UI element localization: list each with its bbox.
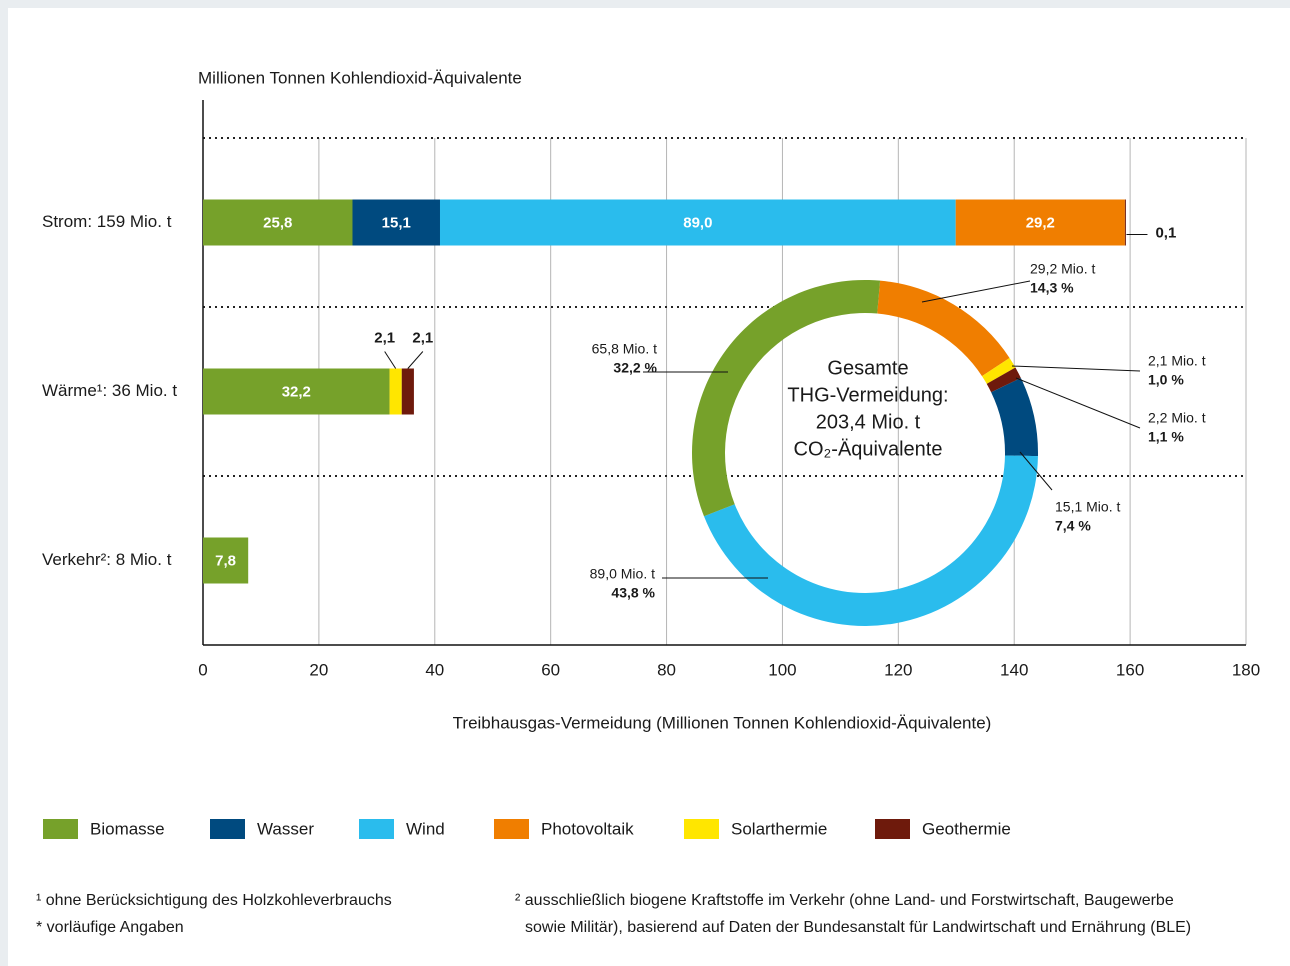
legend-label: Photovoltaik [541, 819, 634, 838]
slice-value-label: 89,0 Mio. t [590, 566, 655, 582]
bar-segment [203, 368, 390, 415]
x-tick-label: 0 [198, 660, 207, 679]
donut-slice [703, 455, 1038, 626]
slice-percent-label: 7,4 % [1055, 518, 1091, 534]
slice-percent-label: 14,3 % [1030, 280, 1074, 296]
legend-swatch [875, 819, 910, 839]
donut-slice [986, 367, 1021, 393]
leader-line [921, 280, 1031, 303]
legend-label: Wasser [257, 819, 314, 838]
footnote: ¹ ohne Berücksichtigung des Holzkohlever… [36, 892, 392, 909]
value-label: 15,1 [382, 214, 411, 231]
bar-segment [203, 537, 249, 584]
bar-segment [203, 199, 353, 246]
value-label: 0,1 [1155, 224, 1176, 241]
donut-slice [981, 357, 1016, 384]
axis-unit-title: Millionen Tonnen Kohlendioxid-Äquivalent… [198, 68, 522, 87]
value-label: 7,8 [215, 552, 236, 569]
slice-value-label: 29,2 Mio. t [1030, 261, 1095, 277]
x-tick-label: 140 [1000, 660, 1028, 679]
legend-swatch [210, 819, 245, 839]
legend-label: Biomasse [90, 819, 165, 838]
leader-line [1015, 377, 1141, 429]
x-tick-label: 180 [1232, 660, 1260, 679]
bar-segment [1124, 199, 1126, 246]
y-tick-label: Strom: 159 Mio. t [42, 212, 172, 231]
bar-segment [389, 368, 402, 415]
slice-value-label: 15,1 Mio. t [1055, 499, 1120, 515]
leader-line [384, 351, 397, 369]
slice-value-label: 65,8 Mio. t [592, 341, 657, 357]
value-label: 2,1 [412, 329, 433, 346]
x-tick-label: 160 [1116, 660, 1144, 679]
slice-percent-label: 1,0 % [1148, 372, 1184, 388]
y-tick-label: Verkehr²: 8 Mio. t [42, 550, 172, 569]
footnote: sowie Militär), basierend auf Daten der … [525, 919, 1191, 936]
legend-label: Wind [406, 819, 445, 838]
legend-swatch [684, 819, 719, 839]
footnote: ² ausschließlich biogene Kraftstoffe im … [515, 892, 1174, 909]
legend-swatch [359, 819, 394, 839]
bar-segment [955, 199, 1125, 246]
center-text: CO₂-Äquivalente [794, 438, 943, 460]
x-axis-label: Treibhausgas-Vermeidung (Millionen Tonne… [453, 713, 992, 732]
value-label: 32,2 [282, 383, 311, 400]
x-tick-label: 100 [768, 660, 796, 679]
footnote: * vorläufige Angaben [36, 919, 184, 936]
x-tick-label: 20 [309, 660, 328, 679]
bar-segment [352, 199, 440, 246]
value-label: 2,1 [374, 329, 395, 346]
slice-percent-label: 1,1 % [1148, 429, 1184, 445]
slice-value-label: 2,2 Mio. t [1148, 410, 1206, 426]
leader-line [1011, 365, 1141, 372]
slice-percent-label: 43,8 % [611, 585, 655, 601]
bar-segment [401, 368, 414, 415]
slice-value-label: 2,1 Mio. t [1148, 353, 1206, 369]
panel [8, 8, 1290, 966]
x-tick-label: 80 [657, 660, 676, 679]
value-label: 25,8 [263, 214, 292, 231]
x-tick-label: 40 [425, 660, 444, 679]
center-text: 203,4 Mio. t [816, 411, 921, 433]
donut-slice [991, 377, 1038, 457]
y-tick-label: Wärme¹: 36 Mio. t [42, 381, 177, 400]
leader-line [1019, 451, 1053, 491]
donut-slice [877, 280, 1010, 377]
center-text: Gesamte [827, 357, 908, 379]
legend-label: Solarthermie [731, 819, 827, 838]
center-text: THG-Vermeidung: [787, 384, 948, 406]
legend-swatch [43, 819, 78, 839]
x-tick-label: 60 [541, 660, 560, 679]
legend-swatch [494, 819, 529, 839]
donut-slice [692, 279, 881, 517]
value-label: 89,0 [683, 214, 712, 231]
value-label: 29,2 [1026, 214, 1055, 231]
leader-line [407, 351, 424, 369]
slice-percent-label: 32,2 % [613, 360, 657, 376]
legend-label: Geothermie [922, 819, 1011, 838]
x-tick-label: 120 [884, 660, 912, 679]
bar-segment [439, 199, 956, 246]
